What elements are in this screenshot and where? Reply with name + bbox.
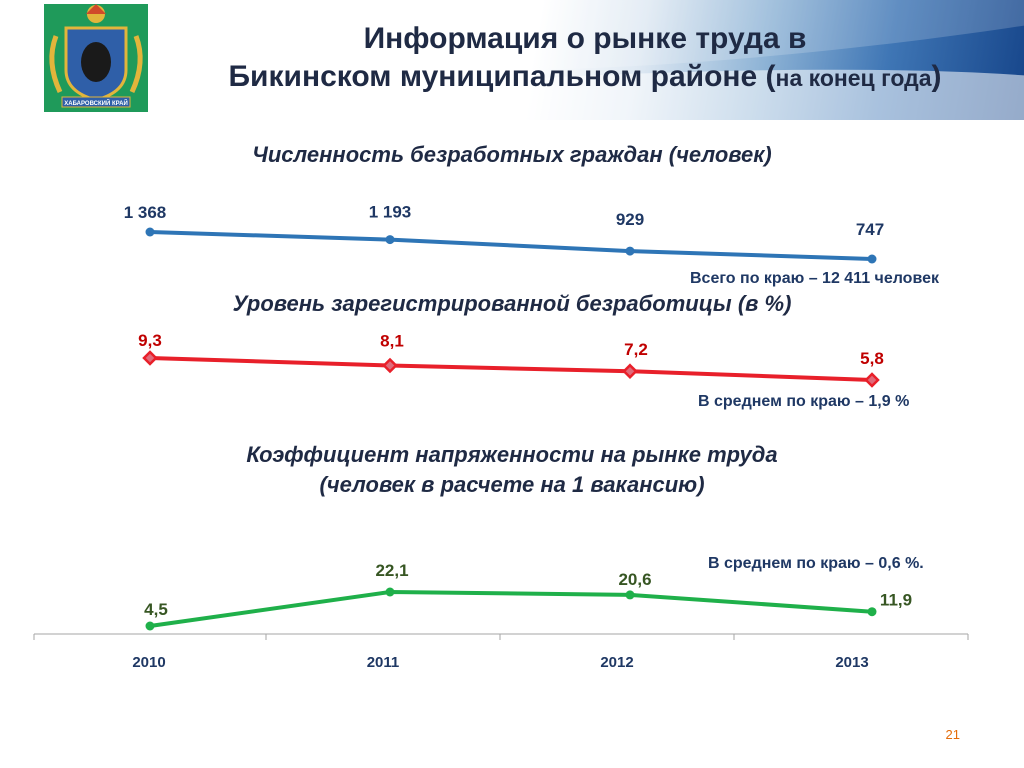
chart2-point xyxy=(142,350,158,366)
chart2-data-label: 8,1 xyxy=(380,332,404,351)
chart1-data-label: 747 xyxy=(856,220,884,239)
chart3-data-label: 4,5 xyxy=(144,600,168,619)
chart3-title-line2: (человек в расчете на 1 вакансию) xyxy=(319,472,705,497)
chart1-note: Всего по краю – 12 411 человек xyxy=(690,270,939,287)
page-number: 21 xyxy=(945,727,960,742)
chart2-data-label: 7,2 xyxy=(624,340,648,359)
page-title-small: на конец года xyxy=(775,65,932,91)
chart3-note: В среднем по краю – 0,6 %. xyxy=(708,555,924,572)
x-tick-label: 2011 xyxy=(367,654,400,671)
chart2-note: В среднем по краю – 1,9 % xyxy=(698,393,910,410)
chart2-point xyxy=(864,372,880,388)
x-tick-label: 2012 xyxy=(600,654,633,671)
chart3-data-label: 22,1 xyxy=(375,561,408,580)
chart1-point xyxy=(867,254,877,264)
chart3-series-line xyxy=(149,590,873,628)
page-title-main: Бикинском муниципальном районе ( xyxy=(228,60,776,93)
chart1-data-label: 929 xyxy=(616,210,644,229)
page-title-close: ) xyxy=(931,60,942,93)
chart1-point xyxy=(625,246,635,256)
chart3-point xyxy=(867,607,877,617)
chart2-point xyxy=(622,363,638,379)
x-tick-label: 2013 xyxy=(835,654,868,671)
chart2-point xyxy=(382,357,398,374)
chart3-data-label: 20,6 xyxy=(618,570,651,589)
chart1-title: Численность безработных граждан (человек… xyxy=(252,142,772,167)
chart2-series-line xyxy=(149,356,873,382)
chart2-data-label: 9,3 xyxy=(138,331,162,350)
chart3-data-label: 11,9 xyxy=(880,591,912,610)
chart1-data-label: 1 193 xyxy=(369,203,412,222)
page-title-line2: Бикинском муниципальном районе (на конец… xyxy=(160,60,1010,94)
chart2-data-label: 5,8 xyxy=(860,349,884,368)
chart1-data-label: 1 368 xyxy=(124,203,167,222)
header-banner xyxy=(0,0,1024,120)
chart1-point xyxy=(385,235,395,245)
chart3-point xyxy=(385,587,395,597)
chart1-series-line xyxy=(149,230,873,261)
chart1-point xyxy=(145,227,155,237)
page-title-line1: Информация о рынке труда в xyxy=(363,22,807,55)
x-tick-label: 2010 xyxy=(132,654,165,671)
chart3-title-line1: Коэффициент напряженности на рынке труда xyxy=(246,442,778,467)
chart3-point xyxy=(145,621,155,631)
chart3-point xyxy=(625,590,635,600)
chart2-title: Уровень зарегистрированной безработицы (… xyxy=(232,291,792,316)
